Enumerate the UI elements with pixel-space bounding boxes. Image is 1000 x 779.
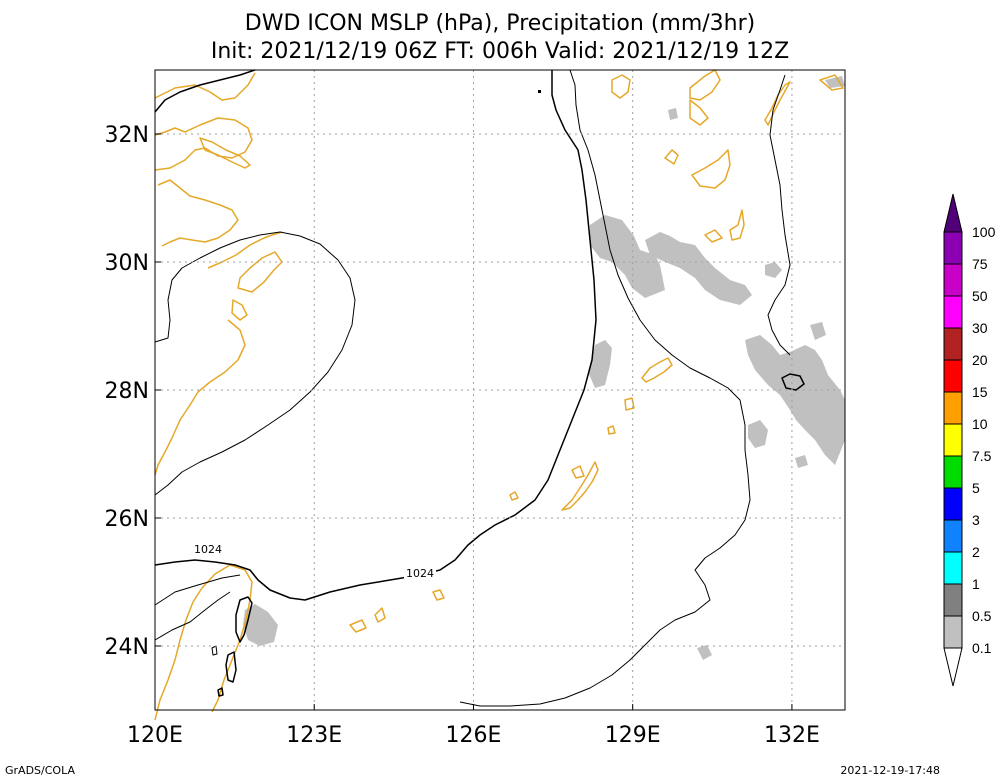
colorbar-label: 0.5	[972, 608, 992, 624]
colorbar-label: 1	[972, 576, 980, 592]
precip-shading	[243, 76, 845, 660]
footer-timestamp: 2021-12-19-17:48	[840, 764, 940, 777]
colorbar-arrow-top	[943, 193, 963, 233]
y-tick-label: 26N	[105, 507, 149, 532]
colorbar-arrow-bottom	[943, 647, 963, 687]
pressure-dot	[538, 90, 541, 93]
contour-label-bg	[404, 566, 436, 580]
y-tick-label: 30N	[105, 251, 149, 276]
colorbar-label: 100	[972, 224, 996, 240]
colorbar-box	[943, 295, 963, 329]
colorbar-box	[943, 615, 963, 649]
x-tick-label: 126E	[446, 723, 502, 748]
x-tick-label: 123E	[286, 723, 342, 748]
colorbar-label: 15	[972, 384, 988, 400]
map-area: 1024 1024	[154, 69, 845, 721]
colorbar-box	[943, 583, 963, 617]
y-tick-label: 24N	[105, 635, 149, 660]
colorbar-box	[943, 423, 963, 457]
colorbar-box	[943, 359, 963, 393]
colorbar-box	[943, 231, 963, 265]
colorbar-label: 3	[972, 512, 980, 528]
contour-label: 1024	[406, 567, 434, 580]
y-tick-label: 28N	[105, 379, 149, 404]
colorbar-label: 20	[972, 352, 988, 368]
x-tick-label: 132E	[764, 723, 820, 748]
colorbar-label: 30	[972, 320, 988, 336]
x-tick-label: 120E	[127, 723, 183, 748]
x-tick-label: 129E	[605, 723, 661, 748]
colorbar-label: 0.1	[972, 640, 992, 656]
colorbar-label: 2	[972, 544, 980, 560]
colorbar-box	[943, 263, 963, 297]
isobars	[154, 69, 805, 707]
contour-label: 1024	[194, 543, 222, 556]
x-axis: 120E 123E 126E 129E 132E	[127, 704, 820, 748]
colorbar-label: 5	[972, 480, 980, 496]
colorbar-box	[943, 391, 963, 425]
colorbar: 0.1 0.5 1 2 3 5 7.5 10 15 20 30 50 75 100	[943, 193, 996, 687]
colorbar-label: 75	[972, 256, 988, 272]
colorbar-box	[943, 551, 963, 585]
grid-lines	[154, 70, 845, 710]
chart-title: DWD ICON MSLP (hPa), Precipitation (mm/3…	[245, 11, 756, 36]
y-tick-label: 32N	[105, 123, 149, 148]
chart-subtitle: Init: 2021/12/19 06Z FT: 006h Valid: 202…	[211, 39, 789, 64]
contour-label-bg	[192, 542, 224, 556]
colorbar-label: 50	[972, 288, 988, 304]
footer-source: GrADS/COLA	[5, 764, 75, 777]
colorbar-box	[943, 327, 963, 361]
colorbar-label: 7.5	[972, 448, 992, 464]
colorbar-box	[943, 519, 963, 553]
colorbar-box	[943, 487, 963, 521]
colorbar-label: 10	[972, 416, 988, 432]
y-axis: 24N 26N 28N 30N 32N	[105, 123, 161, 660]
colorbar-box	[943, 455, 963, 489]
